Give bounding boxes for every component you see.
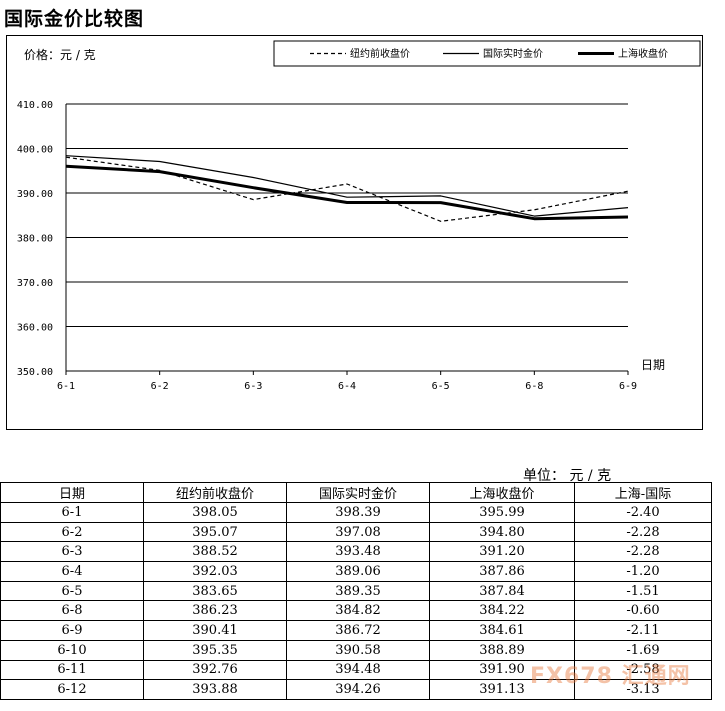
y-tick-label: 350.00 [17, 367, 53, 378]
table-cell: 391.90 [429, 659, 575, 681]
table-cell: -2.28 [574, 521, 712, 543]
header-ny-close: 纽约前收盘价 [143, 482, 287, 503]
table-cell: 391.13 [429, 679, 575, 700]
x-tick-label: 6-3 [244, 381, 262, 392]
table-cell: -2.40 [574, 502, 712, 523]
x-axis-label: 日期 [641, 358, 665, 372]
series-line-3 [65, 164, 629, 221]
table-cell: 384.22 [429, 600, 575, 622]
table-cell: 387.86 [429, 561, 575, 582]
y-axis-label: 价格：元 / 克 [24, 47, 96, 62]
x-tick-label: 6-4 [338, 381, 356, 392]
table-cell: 6-4 [0, 561, 144, 582]
header-intl-realtime: 国际实时金价 [286, 482, 430, 503]
table-row: 6-5 383.65 389.35 387.84 -1.51 [0, 580, 712, 602]
table-cell: -2.58 [574, 659, 712, 681]
table-cell: 398.05 [143, 502, 287, 523]
legend-label-1: 纽约前收盘价 [350, 47, 410, 60]
y-tick-label: 380.00 [17, 234, 53, 245]
page-title: 国际金价比较图 [4, 8, 145, 30]
table-cell: -2.11 [574, 620, 712, 641]
header-date: 日期 [0, 482, 144, 503]
table-cell: 389.35 [286, 580, 430, 602]
price-table: 日期 纽约前收盘价 国际实时金价 上海收盘价 上海-国际 6-1 398.05 39… [0, 482, 712, 700]
y-tick-label: 390.00 [17, 189, 53, 200]
line-chart: 价格：元 / 克 350.00 360.00 370.00 380.00 390.00 40… [17, 40, 701, 392]
table-cell: 386.72 [286, 620, 430, 641]
table-cell: 6-2 [0, 521, 144, 543]
x-tick-label: 6-5 [432, 381, 450, 392]
table-cell: 390.41 [143, 620, 287, 641]
legend-label-3: 上海收盘价 [618, 47, 668, 60]
table-cell: 394.80 [429, 521, 575, 543]
table-cell: 384.61 [429, 620, 575, 641]
table-cell: 395.07 [143, 521, 287, 543]
table-cell: 6-11 [0, 659, 144, 681]
table-cell: 392.03 [143, 561, 287, 582]
x-tick-label: 6-9 [619, 381, 637, 392]
table-cell: 393.88 [143, 679, 287, 700]
table-row: 6-12 393.88 394.26 391.13 -3.13 [0, 679, 712, 700]
x-tick-label: 6-8 [525, 381, 543, 392]
table-cell: 384.82 [286, 600, 430, 622]
table-cell: 394.26 [286, 679, 430, 700]
table-row: 6-10 395.35 390.58 388.89 -1.69 [0, 639, 712, 661]
header-shanghai-minus-intl: 上海-国际 [574, 482, 712, 503]
table-cell: 388.52 [143, 541, 287, 563]
table-cell: 6-10 [0, 639, 144, 661]
table-row: 6-9 390.41 386.72 384.61 -2.11 [0, 620, 712, 641]
table-cell: 6-12 [0, 679, 144, 700]
table-cell: -1.20 [574, 561, 712, 582]
table-cell: 389.06 [286, 561, 430, 582]
table-cell: 398.39 [286, 502, 430, 523]
y-tick-label: 400.00 [17, 145, 53, 156]
table-cell: 395.99 [429, 502, 575, 523]
table-row: 6-4 392.03 389.06 387.86 -1.20 [0, 561, 712, 582]
series-line-1 [65, 156, 629, 222]
table-cell: 383.65 [143, 580, 287, 602]
table-cell: 387.84 [429, 580, 575, 602]
table-cell: 388.89 [429, 639, 575, 661]
x-tick-label: 6-2 [151, 381, 169, 392]
table-cell: 391.20 [429, 541, 575, 563]
table-cell: 395.35 [143, 639, 287, 661]
table-cell: 6-8 [0, 600, 144, 622]
chart-frame: 价格：元 / 克 350.00 360.00 370.00 380.00 390.00 40… [6, 35, 703, 430]
legend-label-2: 国际实时金价 [483, 47, 543, 60]
table-cell: 390.58 [286, 639, 430, 661]
table-cell: 6-5 [0, 580, 144, 602]
table-cell: 6-9 [0, 620, 144, 641]
y-tick-label: 360.00 [17, 323, 53, 334]
table-cell: 386.23 [143, 600, 287, 622]
table-cell: -1.51 [574, 580, 712, 602]
series-line-2 [65, 155, 629, 217]
x-tick-label: 6-1 [57, 381, 75, 392]
table-row: 6-2 395.07 397.08 394.80 -2.28 [0, 521, 712, 543]
table-row: 6-8 386.23 384.82 384.22 -0.60 [0, 600, 712, 622]
table-cell: 6-1 [0, 502, 144, 523]
table-unit-label: 单位： 元 / 克 [523, 468, 612, 484]
table-cell: -3.13 [574, 679, 712, 700]
table-cell: 397.08 [286, 521, 430, 543]
table-cell: 392.76 [143, 659, 287, 681]
table-row: 6-11 392.76 394.48 391.90 -2.58 [0, 659, 712, 681]
table-row: 6-3 388.52 393.48 391.20 -2.28 [0, 541, 712, 563]
y-tick-label: 410.00 [17, 100, 53, 111]
table-cell: 6-3 [0, 541, 144, 563]
table-header-row: 日期 纽约前收盘价 国际实时金价 上海收盘价 上海-国际 [0, 482, 712, 503]
header-shanghai-close: 上海收盘价 [429, 482, 575, 503]
table-cell: -0.60 [574, 600, 712, 622]
table-cell: 394.48 [286, 659, 430, 681]
table-row: 6-1 398.05 398.39 395.99 -2.40 [0, 502, 712, 523]
table-cell: -1.69 [574, 639, 712, 661]
table-cell: 393.48 [286, 541, 430, 563]
table-cell: -2.28 [574, 541, 712, 563]
y-tick-label: 370.00 [17, 278, 53, 289]
